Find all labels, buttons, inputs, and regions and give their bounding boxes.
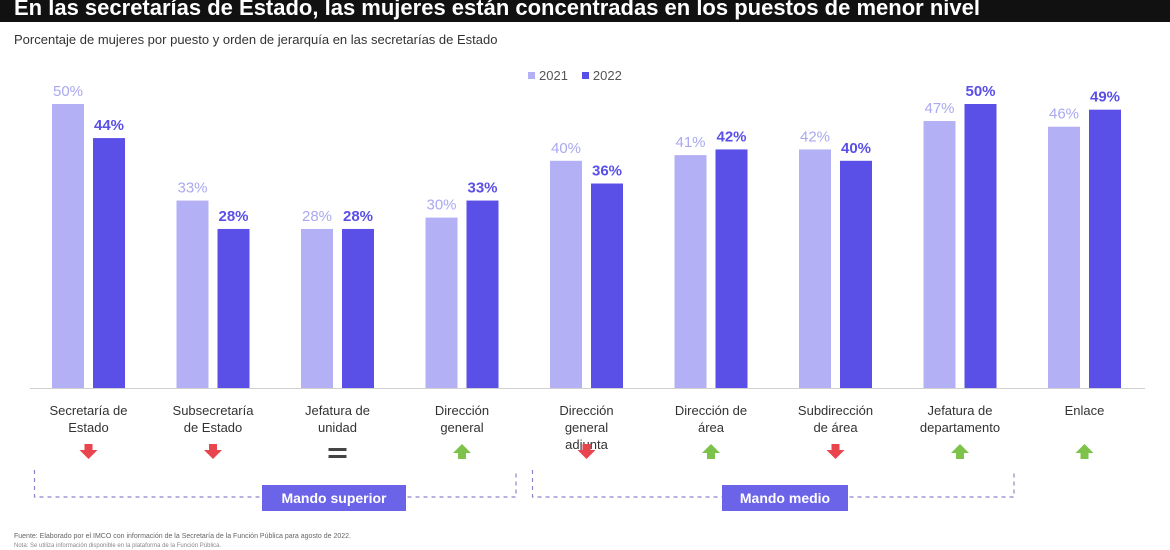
up-arrow-icon: [702, 444, 720, 459]
up-arrow-icon: [1075, 444, 1094, 459]
category-label-direccion-de-area: Dirección de área: [675, 403, 747, 435]
legend-item-2022: 2022: [581, 68, 622, 83]
equal-sign-icon-bottom: [328, 455, 347, 458]
bar-2021-direccion-general: [425, 217, 458, 388]
bar-2022-direccion-general: [466, 200, 499, 388]
bar-2022-direccion-de-area: [715, 149, 748, 388]
value-label-2021-jefatura-de-unidad: 28%: [302, 208, 332, 225]
value-label-2021-direccion-de-area: 41%: [675, 134, 705, 151]
value-label-2021-enlace: 46%: [1049, 106, 1079, 123]
value-label-2021-subdireccion-de-area: 42%: [800, 128, 830, 145]
bar-2022-subdireccion-de-area: [840, 160, 872, 388]
category-label-jefatura-de-departamento: Jefatura de departamento: [920, 403, 1000, 435]
bar-2021-jefatura-de-unidad: [301, 228, 333, 388]
footnote: Nota: Se utiliza información disponible …: [14, 543, 222, 549]
bar-2021-subsecretaria-de-estado: [176, 200, 209, 388]
up-arrow-icon: [453, 444, 471, 459]
group-label-mando-medio: Mando medio: [722, 485, 848, 511]
down-arrow-icon: [79, 444, 98, 459]
value-label-2021-jefatura-de-departamento: 47%: [924, 100, 954, 117]
legend-swatch-2021: [528, 72, 535, 79]
source-note: Fuente: Elaborado por el IMCO con inform…: [14, 533, 351, 540]
value-label-2022-direccion-general-adjunta: 36%: [592, 163, 622, 180]
legend-label-2021: 2021: [539, 68, 568, 83]
bar-2021-direccion-de-area: [674, 155, 707, 388]
up-arrow-icon: [951, 444, 969, 459]
value-label-2022-secretaria-de-estado: 44%: [94, 117, 124, 134]
down-arrow-icon: [577, 444, 596, 459]
value-label-2022-subdireccion-de-area: 40%: [841, 140, 871, 157]
bar-2022-secretaria-de-estado: [93, 138, 125, 388]
value-label-2022-jefatura-de-departamento: 50%: [965, 83, 995, 100]
bar-chart: 50% 44% Secretaría de Estado 33% 28% Subsecret…: [30, 83, 1145, 498]
value-label-2021-direccion-general-adjunta: 40%: [551, 140, 581, 157]
category-label-secretaria-de-estado: Secretaría de Estado: [49, 403, 127, 435]
bar-2021-secretaria-de-estado: [52, 104, 84, 388]
down-arrow-icon: [826, 444, 845, 459]
value-label-2021-direccion-general: 30%: [426, 197, 456, 214]
value-label-2022-direccion-general: 33%: [467, 180, 497, 197]
page-title: En las secretarías de Estado, las mujere…: [0, 0, 1170, 22]
bar-2021-subdireccion-de-area: [799, 149, 831, 388]
bar-2021-jefatura-de-departamento: [923, 121, 956, 388]
bar-2022-direccion-general-adjunta: [591, 183, 623, 388]
group-label-mando-superior: Mando superior: [262, 485, 406, 511]
bar-2022-subsecretaria-de-estado: [217, 228, 250, 388]
category-label-subdireccion-de-area: Subdirección de área: [798, 403, 873, 435]
bar-2021-enlace: [1048, 126, 1080, 388]
bar-2021-direccion-general-adjunta: [550, 160, 582, 388]
equal-sign-icon-top: [328, 448, 347, 451]
category-label-subsecretaria-de-estado: Subsecretaría de Estado: [173, 403, 255, 435]
legend-label-2022: 2022: [592, 68, 622, 83]
chart-legend: 2021 2022: [528, 68, 622, 83]
value-label-2021-secretaria-de-estado: 50%: [53, 83, 83, 100]
legend-swatch-2022: [581, 72, 589, 79]
value-label-2022-subsecretaria-de-estado: 28%: [218, 208, 248, 225]
bar-2022-jefatura-de-departamento: [964, 104, 997, 388]
legend-item-2021: 2021: [528, 68, 568, 83]
value-label-2021-subsecretaria-de-estado: 33%: [177, 180, 207, 197]
value-label-2022-jefatura-de-unidad: 28%: [343, 208, 373, 225]
value-label-2022-enlace: 49%: [1090, 89, 1120, 106]
category-label-direccion-general: Dirección general: [435, 403, 489, 435]
category-label-jefatura-de-unidad: Jefatura de unidad: [305, 403, 370, 435]
bar-2022-jefatura-de-unidad: [342, 228, 374, 388]
category-label-enlace: Enlace: [1065, 403, 1105, 418]
down-arrow-icon: [204, 444, 222, 459]
chart-subtitle: Porcentaje de mujeres por puesto y orden…: [14, 32, 498, 47]
bar-2022-enlace: [1089, 109, 1121, 389]
value-label-2022-direccion-de-area: 42%: [716, 128, 746, 145]
